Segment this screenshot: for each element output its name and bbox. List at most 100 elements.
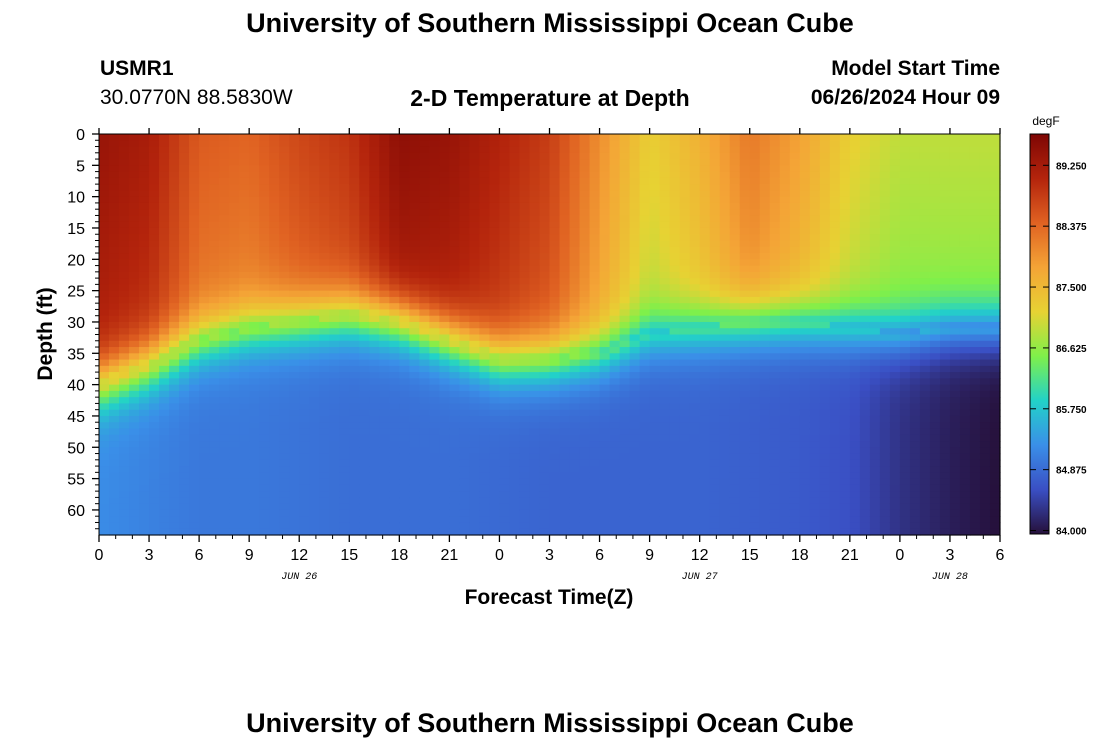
heatmap-cell <box>179 328 190 336</box>
heatmap-cell <box>579 347 591 354</box>
heatmap-cell <box>399 384 410 392</box>
heatmap-cell <box>289 516 300 524</box>
heatmap-cell <box>99 265 110 273</box>
heatmap-cell <box>389 184 400 191</box>
heatmap-cell <box>429 509 440 517</box>
heatmap-cell <box>219 202 230 210</box>
heatmap-cell <box>819 271 831 279</box>
heatmap-cell <box>129 227 140 235</box>
heatmap-cell <box>789 309 801 317</box>
heatmap-cell <box>849 390 861 398</box>
heatmap-cell <box>169 372 180 379</box>
heatmap-cell <box>659 165 671 173</box>
heatmap-cell <box>599 497 611 505</box>
heatmap-cell <box>169 309 180 317</box>
heatmap-cell <box>619 227 631 235</box>
heatmap-cell <box>379 303 390 311</box>
heatmap-cell <box>809 159 821 166</box>
heatmap-cell <box>489 284 501 292</box>
heatmap-cell <box>729 491 741 499</box>
heatmap-cell <box>119 240 130 248</box>
heatmap-cell <box>679 372 691 379</box>
heatmap-cell <box>729 384 741 392</box>
heatmap-cell <box>649 321 661 329</box>
heatmap-cell <box>329 428 340 436</box>
heatmap-cell <box>289 334 300 342</box>
heatmap-cell <box>479 265 491 273</box>
heatmap-cell <box>509 378 521 386</box>
heatmap-cell <box>119 472 130 480</box>
heatmap-cell <box>709 221 721 229</box>
heatmap-cell <box>699 347 711 354</box>
heatmap-cell <box>749 478 761 486</box>
heatmap-cell <box>449 509 460 517</box>
heatmap-cell <box>139 184 150 191</box>
heatmap-cell <box>109 159 120 166</box>
heatmap-cell <box>759 340 771 348</box>
heatmap-cell <box>189 484 200 492</box>
heatmap-cell <box>319 246 330 254</box>
heatmap-cell <box>629 522 641 530</box>
heatmap-cell <box>149 447 160 455</box>
heatmap-cell <box>479 340 491 348</box>
heatmap-cell <box>169 491 180 499</box>
heatmap-cell <box>849 227 861 235</box>
heatmap-cell <box>219 265 230 273</box>
heatmap-cell <box>689 303 701 311</box>
heatmap-cell <box>439 334 450 342</box>
heatmap-cell <box>489 447 501 455</box>
heatmap-cell <box>549 271 561 279</box>
heatmap-cell <box>389 415 400 423</box>
heatmap-cell <box>859 165 871 173</box>
heatmap-cell <box>539 409 551 417</box>
heatmap-cell <box>859 472 871 480</box>
heatmap-cell <box>759 303 771 311</box>
heatmap-cell <box>539 340 551 348</box>
heatmap-cell <box>209 184 220 191</box>
heatmap-cell <box>749 303 761 311</box>
heatmap-cell <box>109 390 120 398</box>
heatmap-cell <box>539 284 551 292</box>
heatmap-cell <box>529 290 541 298</box>
heatmap-cell <box>279 221 290 229</box>
heatmap-cell <box>739 453 751 461</box>
heatmap-cell <box>389 522 400 530</box>
heatmap-cell <box>579 146 591 154</box>
heatmap-cell <box>549 315 561 323</box>
heatmap-cell <box>809 397 821 405</box>
heatmap-cell <box>689 415 701 423</box>
heatmap-cell <box>419 415 430 423</box>
heatmap-cell <box>829 296 841 304</box>
heatmap-cell <box>689 284 701 292</box>
heatmap-cell <box>149 384 160 392</box>
heatmap-cell <box>649 484 661 492</box>
heatmap-cell <box>599 472 611 480</box>
heatmap-cell <box>669 177 681 185</box>
heatmap-cell <box>309 466 320 473</box>
heatmap-cell <box>289 466 300 473</box>
heatmap-cell <box>609 140 621 148</box>
heatmap-cell <box>599 315 611 323</box>
heatmap-cell <box>449 196 460 204</box>
heatmap-cell <box>159 315 170 323</box>
heatmap-cell <box>699 296 711 304</box>
heatmap-cell <box>219 196 230 204</box>
heatmap-cell <box>799 146 811 154</box>
heatmap-cell <box>419 378 430 386</box>
heatmap-cell <box>249 509 260 517</box>
heatmap-cell <box>379 134 390 141</box>
heatmap-cell <box>209 403 220 411</box>
heatmap-cell <box>279 321 290 329</box>
heatmap-cell <box>669 491 681 499</box>
heatmap-cell <box>109 372 120 379</box>
heatmap-cell <box>659 196 671 204</box>
heatmap-cell <box>339 265 350 273</box>
heatmap-cell <box>299 265 310 273</box>
heatmap-cell <box>859 134 871 141</box>
heatmap-cell <box>769 434 781 442</box>
heatmap-cell <box>359 334 370 342</box>
heatmap-cell <box>119 434 130 442</box>
heatmap-cell <box>589 497 601 505</box>
heatmap-cell <box>499 353 511 361</box>
heatmap-cell <box>259 278 270 285</box>
